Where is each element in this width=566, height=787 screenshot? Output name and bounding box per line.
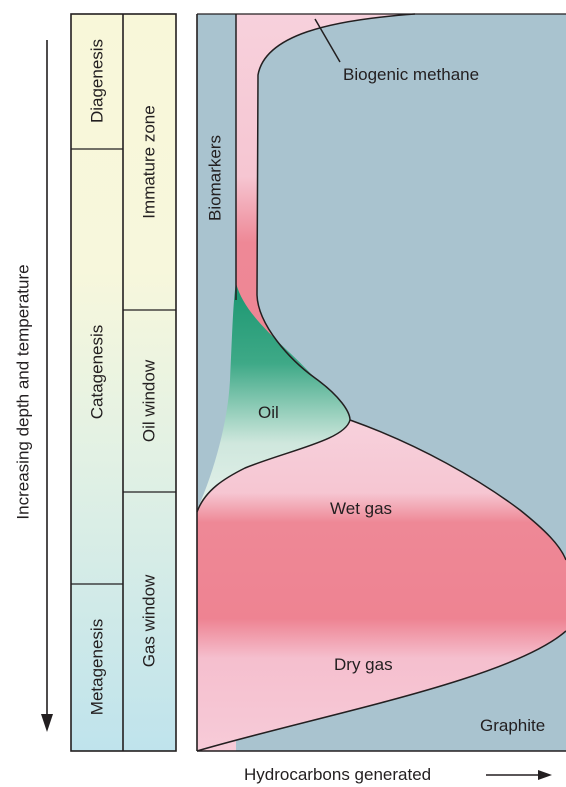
biomarkers-label: Biomarkers — [205, 135, 224, 221]
wet-gas-label: Wet gas — [330, 499, 392, 518]
stage-label-metagenesis: Metagenesis — [87, 619, 106, 715]
stage-label-catagenesis: Catagenesis — [87, 325, 106, 420]
dry-gas-label: Dry gas — [334, 655, 393, 674]
zone-label-oil-window: Oil window — [139, 359, 158, 442]
zone-label-immature: Immature zone — [139, 105, 158, 218]
generation-plot: Biomarkers Biogenic methane Oil Wet gas … — [196, 13, 566, 752]
hydrocarbons-axis-label: Hydrocarbons generated — [244, 765, 431, 784]
stage-label-diagenesis: Diagenesis — [87, 39, 106, 123]
oil-region — [197, 283, 350, 512]
biogenic-methane-label: Biogenic methane — [343, 65, 479, 84]
depth-axis: Increasing depth and temperature — [13, 40, 53, 732]
oil-label: Oil — [258, 403, 279, 422]
hydrocarbons-axis: Hydrocarbons generated — [244, 765, 552, 784]
stage-table: Diagenesis Catagenesis Metagenesis Immat… — [70, 13, 177, 752]
depth-axis-label: Increasing depth and temperature — [13, 264, 32, 519]
hydrocarbons-axis-arrowhead — [538, 770, 552, 780]
boundary-curves — [196, 13, 566, 752]
graphite-label: Graphite — [480, 716, 545, 735]
biogenic-methane-leader — [314, 18, 341, 63]
wet-dry-gas-region — [197, 420, 566, 751]
zone-label-gas-window: Gas window — [139, 574, 158, 667]
depth-axis-arrowhead — [41, 714, 53, 732]
